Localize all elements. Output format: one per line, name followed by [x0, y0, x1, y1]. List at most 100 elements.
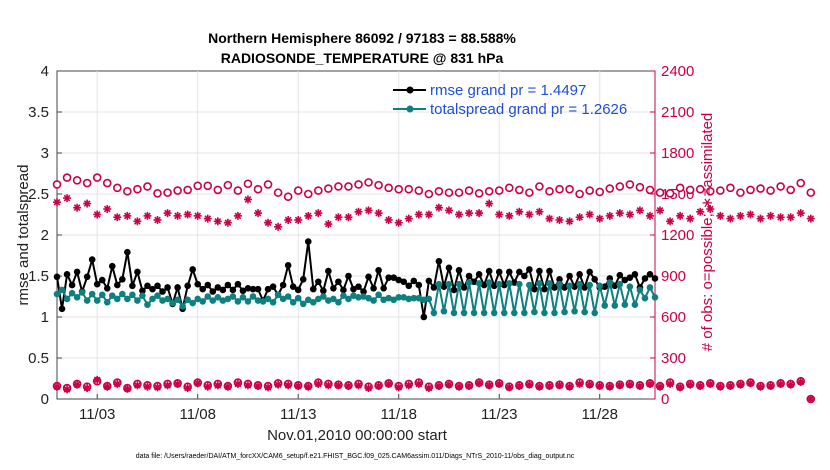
data-point — [299, 300, 307, 308]
data-point — [636, 286, 644, 294]
data-point-assimilated — [635, 206, 644, 215]
data-point — [214, 284, 222, 291]
data-point-assimilated — [545, 382, 554, 391]
data-point-assimilated — [153, 215, 162, 224]
data-point-assimilated — [103, 382, 112, 391]
data-point — [58, 305, 66, 313]
data-point-possible — [736, 188, 745, 197]
data-point-assimilated — [515, 207, 524, 216]
data-point-assimilated — [324, 381, 333, 390]
data-point-assimilated — [203, 214, 212, 223]
data-point — [641, 294, 649, 302]
data-point — [159, 288, 166, 295]
data-point-assimilated — [585, 380, 594, 389]
data-point — [455, 280, 463, 288]
data-point-assimilated — [645, 379, 654, 388]
legend-rmse-marker — [406, 86, 414, 94]
data-point-possible — [354, 180, 363, 189]
data-point — [209, 288, 217, 295]
data-point — [199, 285, 207, 293]
data-point — [425, 277, 433, 285]
x-tick-label: 11/08 — [179, 406, 215, 423]
data-point — [103, 298, 111, 306]
data-point-assimilated — [555, 215, 564, 224]
data-point-assimilated — [444, 380, 453, 389]
data-point — [390, 296, 397, 304]
data-point — [224, 295, 232, 303]
data-point — [279, 281, 287, 289]
data-point-assimilated — [726, 214, 735, 223]
data-point-assimilated — [414, 379, 423, 388]
data-point — [536, 267, 543, 275]
data-point — [631, 301, 639, 309]
data-point-assimilated — [354, 207, 363, 216]
data-point — [108, 292, 116, 299]
data-point — [340, 292, 347, 299]
data-point-possible — [635, 182, 645, 192]
right-tick-label: 300 — [661, 350, 686, 367]
data-point-assimilated — [505, 211, 514, 220]
data-point — [616, 280, 624, 288]
data-point — [510, 279, 518, 286]
data-point-possible — [233, 186, 243, 195]
data-point-assimilated — [304, 211, 313, 220]
data-point — [124, 295, 131, 303]
data-point — [430, 309, 438, 317]
data-point-possible — [675, 183, 685, 193]
data-point-assimilated — [716, 382, 725, 391]
data-point — [93, 297, 101, 304]
data-point — [264, 285, 272, 293]
data-point — [581, 308, 588, 316]
data-point — [526, 266, 533, 273]
data-point-assimilated — [73, 380, 82, 389]
data-point-assimilated — [666, 379, 675, 388]
data-point — [566, 282, 573, 290]
data-point-assimilated — [173, 379, 182, 388]
data-point — [420, 313, 428, 321]
data-point-possible — [515, 185, 524, 195]
data-point-possible — [404, 184, 414, 194]
data-point-assimilated — [696, 382, 705, 391]
data-point-assimilated — [495, 379, 504, 388]
right-tick-label: 900 — [661, 268, 686, 285]
data-point-assimilated — [465, 382, 474, 391]
data-point-assimilated — [696, 207, 705, 216]
data-point — [500, 309, 508, 317]
data-point — [425, 295, 433, 303]
data-point-assimilated — [756, 382, 765, 391]
data-point-possible — [806, 188, 816, 197]
data-point — [480, 309, 488, 317]
left-tick-label: 1 — [41, 309, 49, 326]
data-point-assimilated — [123, 384, 132, 393]
data-point-possible — [645, 185, 655, 195]
grid-lines — [57, 71, 655, 399]
data-point-assimilated — [294, 382, 303, 391]
data-point — [360, 293, 367, 300]
data-point-assimilated — [706, 379, 715, 388]
data-point — [440, 283, 448, 290]
data-point — [355, 283, 362, 290]
left-tick-label: 3 — [41, 145, 49, 162]
data-point-assimilated — [394, 218, 403, 227]
data-point — [445, 264, 453, 272]
data-point-possible — [786, 185, 795, 195]
data-point — [68, 281, 76, 289]
data-point — [571, 307, 578, 315]
data-point — [551, 309, 558, 317]
data-point — [601, 283, 609, 290]
data-point-assimilated — [264, 383, 273, 392]
data-point — [510, 309, 518, 317]
data-point-possible — [746, 185, 755, 195]
data-point-assimilated — [465, 209, 474, 218]
x-tick-label: 11/28 — [582, 406, 618, 423]
left-tick-label: 4 — [41, 63, 49, 80]
data-point — [289, 298, 297, 306]
data-point-assimilated — [274, 380, 283, 389]
data-point — [114, 281, 121, 289]
data-point — [73, 268, 81, 276]
data-point — [490, 309, 498, 317]
data-point-assimilated — [354, 381, 363, 390]
data-point-assimilated — [384, 215, 393, 224]
data-point-possible — [394, 184, 404, 194]
data-point-possible — [494, 186, 504, 195]
